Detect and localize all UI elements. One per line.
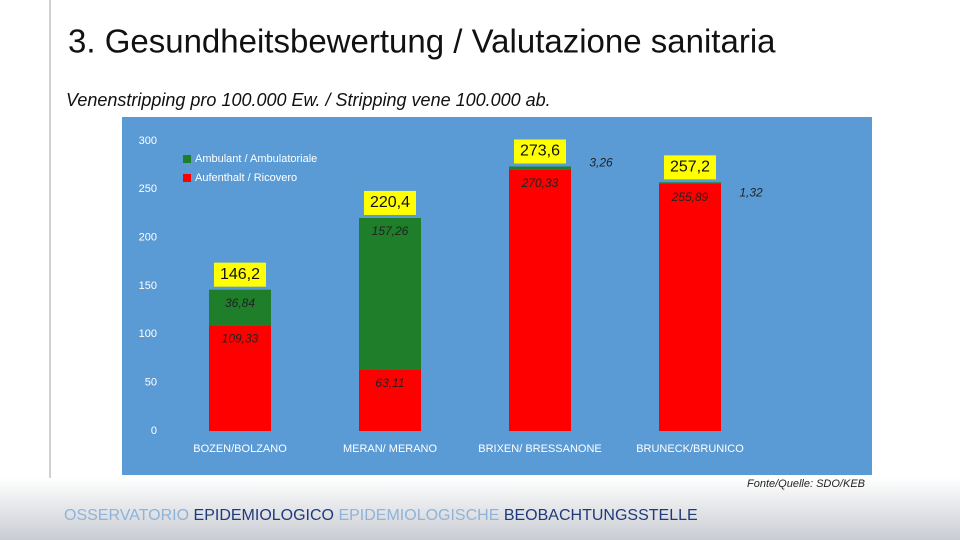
value-label: 1,32 (739, 186, 763, 200)
bar-segment (659, 183, 721, 431)
source: Fonte/Quelle: SDO/KEB (747, 478, 865, 490)
value-label: 109,33 (222, 331, 259, 345)
slide-title: 3. Gesundheitsbewertung / Valutazione sa… (68, 23, 776, 60)
bar-segment (509, 166, 571, 170)
total-box (664, 155, 716, 180)
x-tick-label: MERAN/ MERANO (343, 443, 438, 455)
y-tick-label: 250 (139, 183, 157, 195)
total-label: 220,4 (370, 194, 410, 211)
legend-swatch (183, 174, 191, 182)
bar-segment (209, 289, 271, 326)
total-box (364, 190, 416, 215)
total-label: 146,2 (220, 266, 260, 283)
value-label: 63,11 (375, 376, 404, 390)
footer-part: EPIDEMIOLOGISCHE (338, 507, 499, 524)
total-label: 273,6 (520, 143, 560, 160)
y-tick-label: 0 (151, 425, 157, 437)
slide-subtitle: Venenstripping pro 100.000 Ew. / Strippi… (66, 90, 551, 110)
legend-swatch (183, 155, 191, 163)
value-label: 270,33 (521, 176, 559, 190)
bar-segment (509, 169, 571, 431)
value-label: 157,26 (372, 224, 409, 238)
y-tick-label: 50 (145, 377, 157, 389)
value-label: 255,89 (671, 190, 709, 204)
legend-label: Ambulant / Ambulatoriale (195, 153, 317, 165)
y-tick-label: 100 (139, 328, 157, 340)
bar-segment (359, 217, 421, 370)
footer: OSSERVATORIO EPIDEMIOLOGICO EPIDEMIOLOGI… (64, 507, 698, 524)
legend-label: Aufenthalt / Ricovero (195, 172, 297, 184)
total-box (214, 262, 266, 287)
bar-segment (659, 182, 721, 184)
y-tick-label: 300 (139, 135, 157, 147)
value-label: 3,26 (589, 156, 613, 170)
total-box (514, 139, 566, 164)
y-tick-label: 150 (139, 280, 157, 292)
bar-segment (359, 369, 421, 431)
x-tick-label: BRIXEN/ BRESSANONE (478, 443, 601, 455)
x-tick-label: BRUNECK/BRUNICO (636, 443, 744, 455)
x-tick-label: BOZEN/BOLZANO (193, 443, 287, 455)
footer-part: OSSERVATORIO (64, 507, 189, 524)
footer-part: BEOBACHTUNGSSTELLE (504, 507, 698, 524)
bar-segment (209, 325, 271, 431)
y-tick-label: 200 (139, 232, 157, 244)
footer-band (0, 478, 960, 540)
value-label: 36,84 (225, 296, 255, 310)
footer-part: EPIDEMIOLOGICO (194, 507, 334, 524)
total-label: 257,2 (670, 159, 710, 176)
